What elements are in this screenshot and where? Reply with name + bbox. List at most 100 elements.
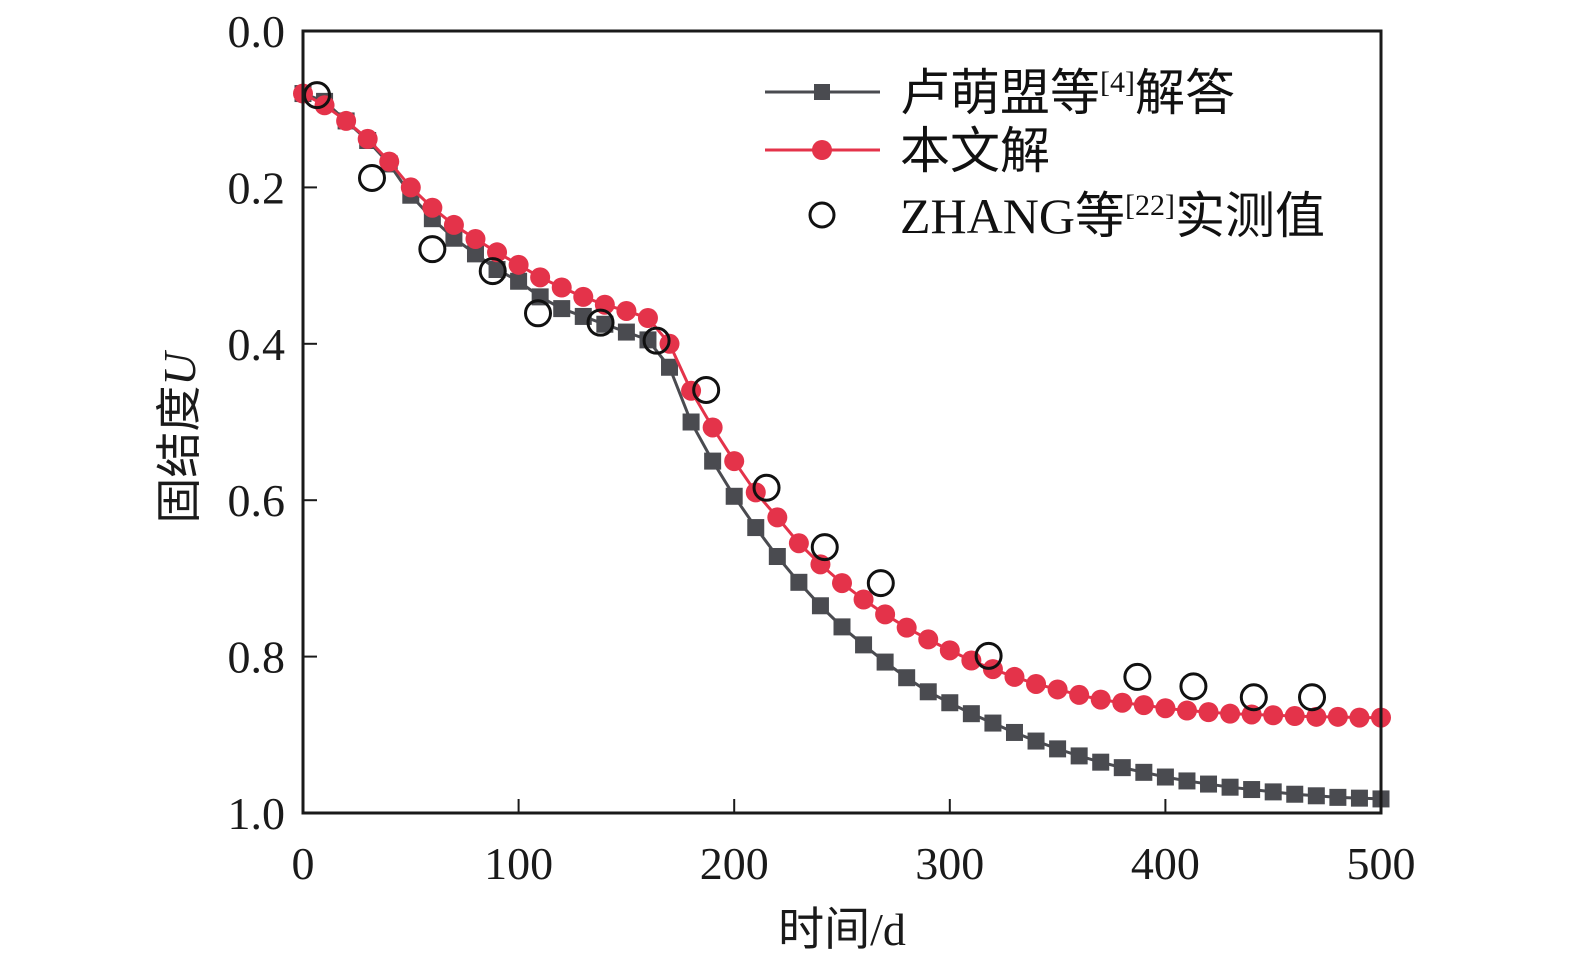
y-axis: 0.0 0.2 0.4 0.6 0.8 1.0 bbox=[228, 6, 317, 839]
data-point-circle bbox=[1176, 700, 1197, 721]
data-point-circle bbox=[1306, 706, 1327, 727]
data-point-square bbox=[639, 331, 657, 349]
data-point-circle bbox=[1349, 707, 1370, 728]
data-point-square bbox=[682, 413, 700, 431]
data-point-circle bbox=[767, 507, 788, 528]
data-point-square bbox=[919, 683, 937, 701]
y-tick-label: 1.0 bbox=[228, 788, 286, 839]
y-tick-label: 0.8 bbox=[228, 632, 286, 683]
y-tick-label: 0.0 bbox=[228, 6, 286, 57]
data-point-circle bbox=[1155, 698, 1176, 719]
x-tick-label: 400 bbox=[1131, 838, 1200, 889]
y-axis-title: 固结度U bbox=[154, 350, 205, 524]
data-point-circle bbox=[1284, 706, 1305, 727]
data-point-open-circle bbox=[357, 164, 386, 193]
legend-label-lu: 卢萌盟等[4]解答 bbox=[900, 65, 1235, 121]
plot-frame bbox=[301, 29, 1383, 815]
data-point-circle bbox=[357, 128, 378, 149]
data-point-square bbox=[1005, 723, 1023, 741]
data-point-open-circle bbox=[752, 473, 781, 502]
data-point-square bbox=[617, 323, 635, 341]
data-point-square bbox=[1307, 787, 1325, 805]
data-point-circle bbox=[616, 300, 637, 321]
data-point-square bbox=[1178, 772, 1196, 790]
data-point-circle bbox=[896, 617, 917, 638]
data-point-open-circle bbox=[478, 257, 507, 286]
data-point-circle bbox=[1004, 666, 1025, 687]
y-tick-label: 0.4 bbox=[228, 319, 286, 370]
data-point-circle bbox=[1263, 705, 1284, 726]
data-point-square bbox=[596, 315, 614, 333]
data-point-circle bbox=[508, 254, 529, 275]
data-point-circle bbox=[1198, 702, 1219, 723]
data-point-open-circle bbox=[524, 299, 553, 328]
data-point-square bbox=[553, 300, 571, 318]
x-tick-label: 0 bbox=[292, 838, 315, 889]
x-tick-label: 100 bbox=[484, 838, 553, 889]
data-point-circle bbox=[1112, 692, 1133, 713]
data-point-square bbox=[1243, 781, 1261, 799]
data-point-square bbox=[1070, 747, 1088, 765]
data-point-circle bbox=[336, 110, 357, 131]
data-point-circle bbox=[1133, 695, 1154, 716]
data-point-open-circle bbox=[974, 641, 1003, 670]
data-point-circle bbox=[422, 197, 443, 218]
data-point-circle bbox=[443, 214, 464, 235]
data-point-square bbox=[768, 548, 786, 566]
y-tick-label: 0.6 bbox=[228, 475, 286, 526]
series-2 bbox=[303, 81, 1327, 712]
data-point-circle bbox=[1327, 706, 1348, 727]
data-point-square bbox=[1329, 788, 1347, 806]
data-point-open-circle bbox=[1123, 662, 1152, 691]
data-point-square bbox=[466, 245, 484, 263]
data-point-square bbox=[962, 705, 980, 723]
data-point-open-circle bbox=[692, 375, 721, 404]
data-point-open-circle bbox=[1239, 683, 1268, 712]
data-point-circle bbox=[400, 177, 421, 198]
data-point-circle bbox=[465, 229, 486, 250]
data-point-square bbox=[1156, 768, 1174, 786]
x-tick-label: 500 bbox=[1347, 838, 1416, 889]
data-point-square bbox=[747, 519, 765, 537]
x-axis: 0 100 200 300 400 500 bbox=[292, 799, 1416, 889]
legend: 卢萌盟等[4]解答 本文解 ZHANG等[22]实测值 bbox=[765, 65, 1325, 244]
x-tick-label: 300 bbox=[915, 838, 984, 889]
legend-item-lu: 卢萌盟等[4]解答 bbox=[765, 65, 1235, 121]
data-point-square bbox=[790, 573, 808, 591]
data-point-circle bbox=[1026, 673, 1047, 694]
data-point-circle bbox=[832, 573, 852, 594]
legend-item-zhang: ZHANG等[22]实测值 bbox=[808, 188, 1325, 244]
data-point-circle bbox=[918, 629, 939, 650]
x-axis-title: 时间/d bbox=[778, 904, 906, 955]
data-point-circle bbox=[724, 451, 745, 472]
legend-marker-square bbox=[814, 84, 830, 100]
y-axis-title-var: U bbox=[154, 350, 205, 386]
data-point-square bbox=[876, 653, 894, 671]
data-point-square bbox=[1049, 740, 1067, 758]
data-point-square bbox=[488, 261, 506, 279]
data-point-circle bbox=[702, 417, 723, 438]
data-point-square bbox=[1286, 785, 1304, 803]
data-point-square bbox=[1221, 778, 1239, 796]
data-point-open-circle bbox=[418, 235, 447, 264]
y-tick-label: 0.2 bbox=[228, 162, 286, 213]
data-point-circle bbox=[1220, 703, 1241, 724]
data-point-square bbox=[1113, 759, 1131, 777]
data-point-square bbox=[510, 272, 528, 290]
data-point-circle bbox=[379, 151, 400, 172]
data-point-open-circle bbox=[586, 308, 615, 337]
data-point-circle bbox=[853, 589, 874, 610]
data-point-square bbox=[941, 694, 959, 712]
data-point-square bbox=[1092, 753, 1110, 771]
data-point-open-circle bbox=[1179, 672, 1208, 701]
data-point-circle bbox=[788, 533, 809, 554]
data-point-circle bbox=[1047, 679, 1068, 700]
data-point-square bbox=[661, 358, 679, 376]
data-point-square bbox=[1350, 789, 1368, 807]
data-point-circle bbox=[1069, 684, 1090, 705]
legend-item-this-paper: 本文解 bbox=[765, 123, 1050, 179]
data-point-open-circle bbox=[866, 569, 895, 598]
data-point-open-circle bbox=[303, 81, 332, 110]
data-point-square bbox=[833, 618, 851, 636]
